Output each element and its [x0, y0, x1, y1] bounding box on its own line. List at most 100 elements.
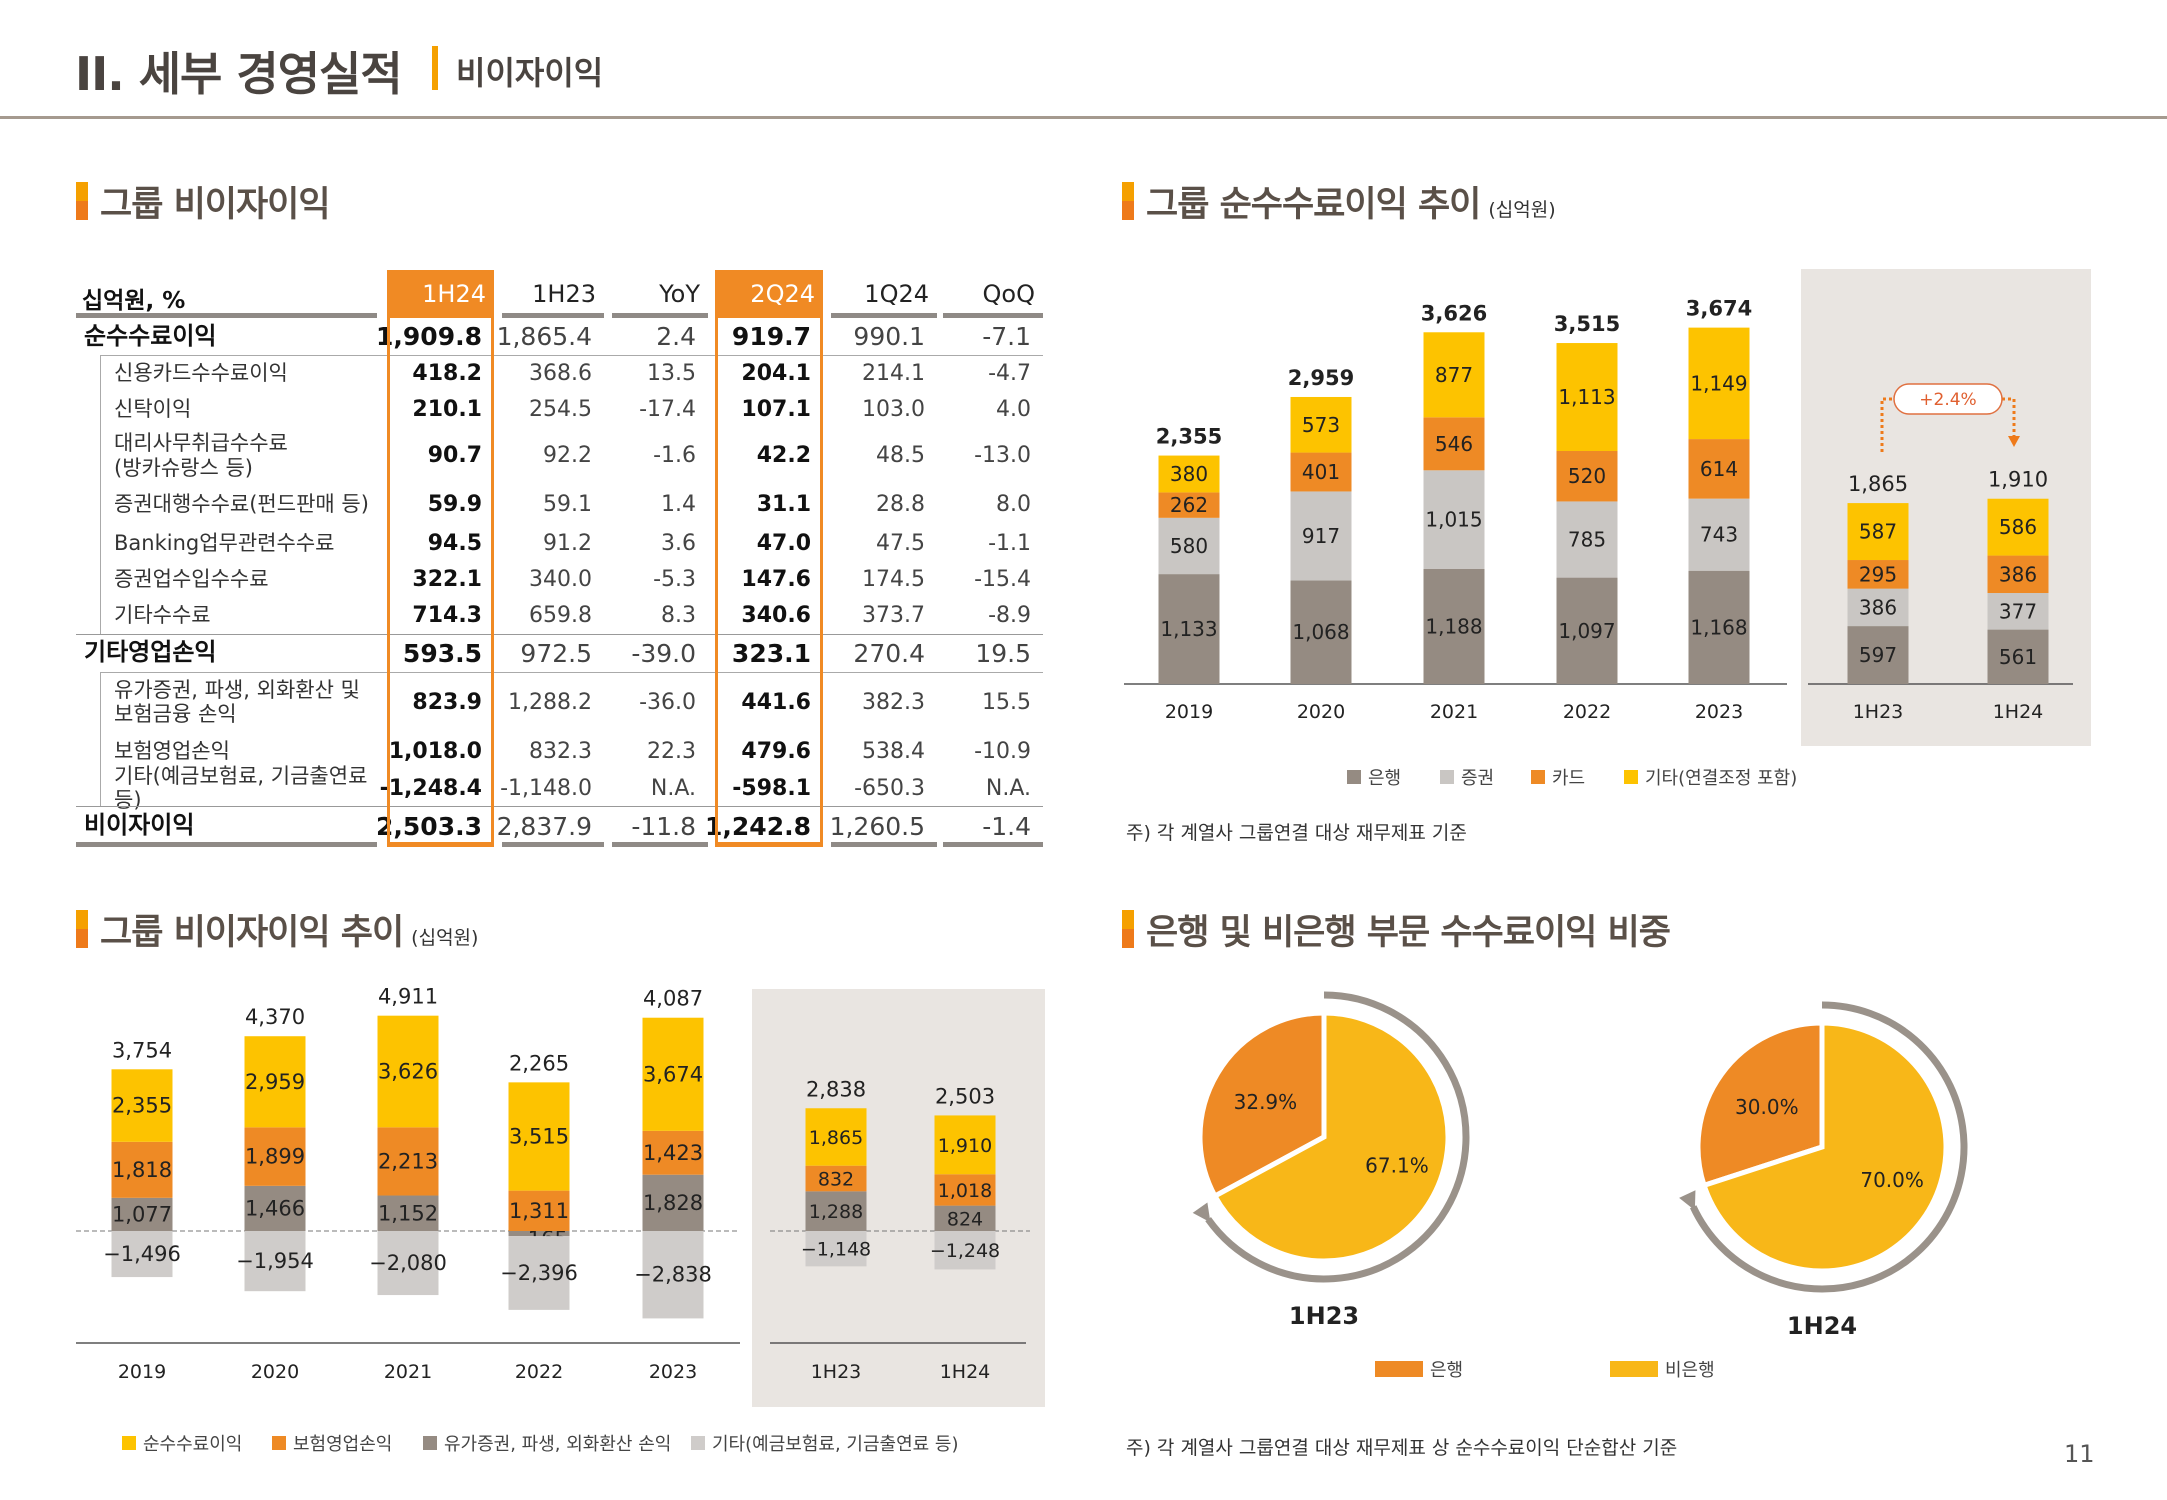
row-divider [76, 634, 1043, 635]
segment-label: 832 [818, 1169, 854, 1191]
pie-slice-nonbank [1211, 1010, 1451, 1264]
total-label: 2,265 [509, 1051, 569, 1075]
section-title-text: 그룹 순수수료이익 추이 [1146, 185, 1481, 225]
segment-label: 1,152 [378, 1201, 438, 1225]
page-title: II. 세부 경영실적 [75, 47, 403, 101]
legend-label: 비은행 [1665, 1360, 1715, 1381]
segment-label: 1,466 [245, 1196, 305, 1220]
row-label: 기타수수료 [114, 603, 211, 628]
arrow-icon [1679, 1190, 1696, 1211]
segment-label: 573 [1302, 413, 1340, 437]
bar-segment [1158, 455, 1220, 493]
segment-label: 295 [1859, 562, 1897, 586]
bar-segment [1290, 396, 1352, 453]
bar-segment [1158, 574, 1220, 684]
bar-segment [244, 1127, 306, 1186]
bar-segment [1987, 498, 2049, 556]
header-underline [831, 313, 937, 318]
table-cell: -4.7 [988, 360, 1031, 386]
legend-swatch [1347, 770, 1361, 784]
row-divider [100, 672, 1043, 673]
segment-label: 1,018 [938, 1180, 992, 1202]
legend-swatch [1440, 770, 1454, 784]
total-label: 4,370 [245, 1005, 305, 1029]
table-cell: 47.0 [756, 530, 811, 556]
table-cell: 418.2 [412, 360, 482, 386]
table-cell: 147.6 [741, 566, 811, 592]
bar-segment [1158, 517, 1220, 575]
table-cell: -15.4 [974, 566, 1031, 592]
segment-label: 1,188 [1425, 614, 1482, 638]
row-label: 순수수료이익 [84, 321, 217, 350]
table-cell: 382.3 [862, 689, 925, 715]
segment-label: −1,496 [103, 1242, 181, 1266]
table-cell: 479.6 [741, 738, 811, 764]
section-title-text: 그룹 비이자이익 [100, 185, 331, 225]
segment-label: 877 [1435, 363, 1473, 387]
segment-label: 2,355 [112, 1094, 172, 1118]
legend-label: 은행 [1430, 1360, 1464, 1381]
row-label: 증권업수입수수료 [114, 566, 269, 591]
pie-slice-bank [1197, 1010, 1327, 1200]
table-cell: 1,242.8 [705, 811, 811, 841]
table-cell: 1,260.5 [829, 811, 925, 841]
bar-segment [1290, 580, 1352, 684]
section-title-text: 그룹 비이자이익 추이 [100, 913, 404, 953]
bar-segment [111, 1197, 173, 1231]
bar-segment [1847, 503, 1909, 561]
table-cell: 94.5 [427, 530, 482, 556]
row-label: Banking업무관련수수료 [114, 530, 335, 555]
footer-underline [76, 842, 377, 847]
bar-segment [1847, 560, 1909, 589]
x-tick-label: 2020 [1297, 701, 1345, 723]
segment-label: 580 [1170, 534, 1208, 558]
table-cell: 2,837.9 [496, 811, 592, 841]
segment-label: 2,213 [378, 1149, 438, 1173]
segment-label: 1,423 [643, 1141, 703, 1165]
bar-segment [508, 1236, 570, 1310]
table-cell: 323.1 [731, 638, 811, 668]
segment-label: 2,959 [245, 1070, 305, 1094]
segment-label: 586 [1999, 515, 2037, 539]
bar-segment [1688, 439, 1750, 499]
table-cell: 1.4 [661, 492, 696, 517]
row-label: 기타영업손익 [84, 638, 217, 667]
table-cell: 3.6 [661, 530, 696, 556]
legend-swatch [1610, 1361, 1658, 1377]
legend-item: 기타(예금보험료, 기금출연료 등) [691, 1430, 959, 1456]
segment-label: 1,910 [938, 1135, 992, 1157]
x-tick-label: 1H23 [1853, 701, 1904, 723]
table-cell: -1.4 [982, 811, 1031, 841]
x-tick-label: 1H24 [940, 1361, 991, 1383]
segment-label: 1,818 [112, 1158, 172, 1182]
segment-label: 380 [1170, 462, 1208, 486]
bar-segment [642, 1130, 704, 1175]
bar-segment [508, 1190, 570, 1231]
total-label: 3,674 [1686, 297, 1752, 321]
bar-segment [1556, 577, 1618, 684]
table-cell: 15.5 [982, 689, 1031, 715]
legend-label: 카드 [1552, 768, 1586, 789]
segment-label: 262 [1170, 493, 1208, 517]
bar-segment [934, 1231, 996, 1270]
section-marker [76, 182, 88, 220]
column-header: 1H23 [532, 280, 596, 308]
segment-label: −1,148 [801, 1239, 871, 1261]
table-cell: 322.1 [412, 566, 482, 592]
legend-item: 증권 [1440, 764, 1494, 790]
bar-segment [377, 1015, 439, 1128]
table-cell: 1,865.4 [496, 322, 592, 351]
bar-segment [1158, 492, 1220, 518]
segment-label: 1,133 [1160, 617, 1217, 641]
segment-label: 401 [1302, 460, 1340, 484]
table-cell: 91.2 [543, 530, 592, 556]
unit-header: 십억원, % [82, 288, 186, 314]
segment-label: 1,168 [1690, 615, 1747, 639]
share-chart-note: 주) 각 계열사 그룹연결 대상 재무제표 상 순수수료이익 단순합산 기준 [1126, 1437, 1678, 1459]
bar-segment [111, 1231, 173, 1278]
bar-segment [508, 1231, 570, 1237]
column-header: YoY [659, 280, 700, 308]
table-cell: 441.6 [741, 689, 811, 715]
header-rule [0, 116, 2167, 119]
total-label: 4,911 [378, 985, 438, 1009]
